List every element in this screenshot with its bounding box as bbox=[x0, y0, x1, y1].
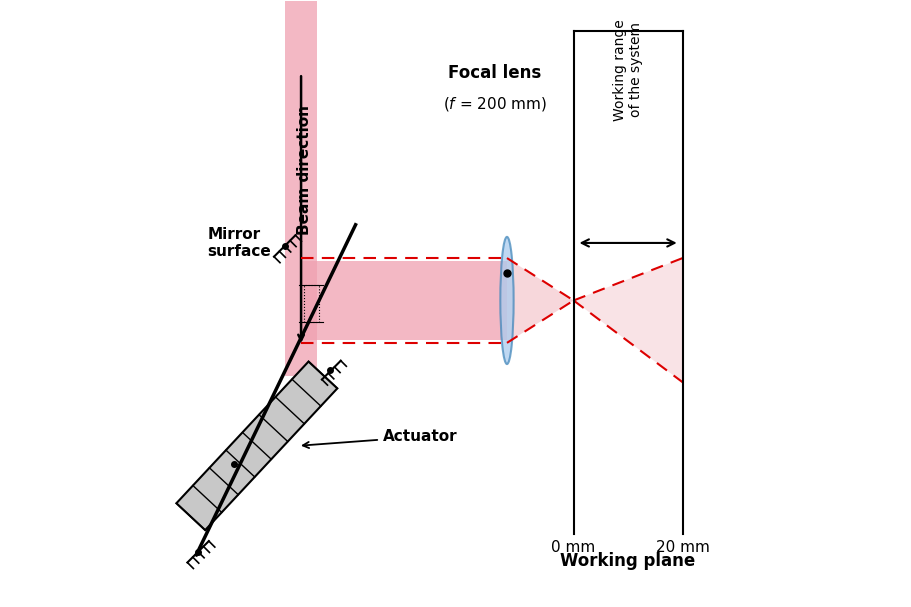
Bar bbox=[303, 285, 319, 322]
Polygon shape bbox=[574, 258, 682, 382]
Text: 0 mm: 0 mm bbox=[551, 540, 596, 555]
Text: Working plane: Working plane bbox=[560, 552, 696, 570]
Text: 20 mm: 20 mm bbox=[656, 540, 710, 555]
Text: Actuator: Actuator bbox=[302, 429, 457, 448]
Polygon shape bbox=[177, 362, 337, 530]
Text: Working range
of the system: Working range of the system bbox=[613, 19, 643, 121]
Text: Beam direction: Beam direction bbox=[297, 105, 312, 236]
Text: Focal lens: Focal lens bbox=[448, 64, 541, 83]
Bar bbox=[285, 1, 317, 376]
Text: ($f$ = 200 mm): ($f$ = 200 mm) bbox=[443, 95, 547, 113]
Text: Mirror
surface: Mirror surface bbox=[207, 227, 271, 259]
Ellipse shape bbox=[500, 237, 514, 364]
Polygon shape bbox=[507, 258, 574, 343]
Bar bbox=[301, 261, 507, 340]
